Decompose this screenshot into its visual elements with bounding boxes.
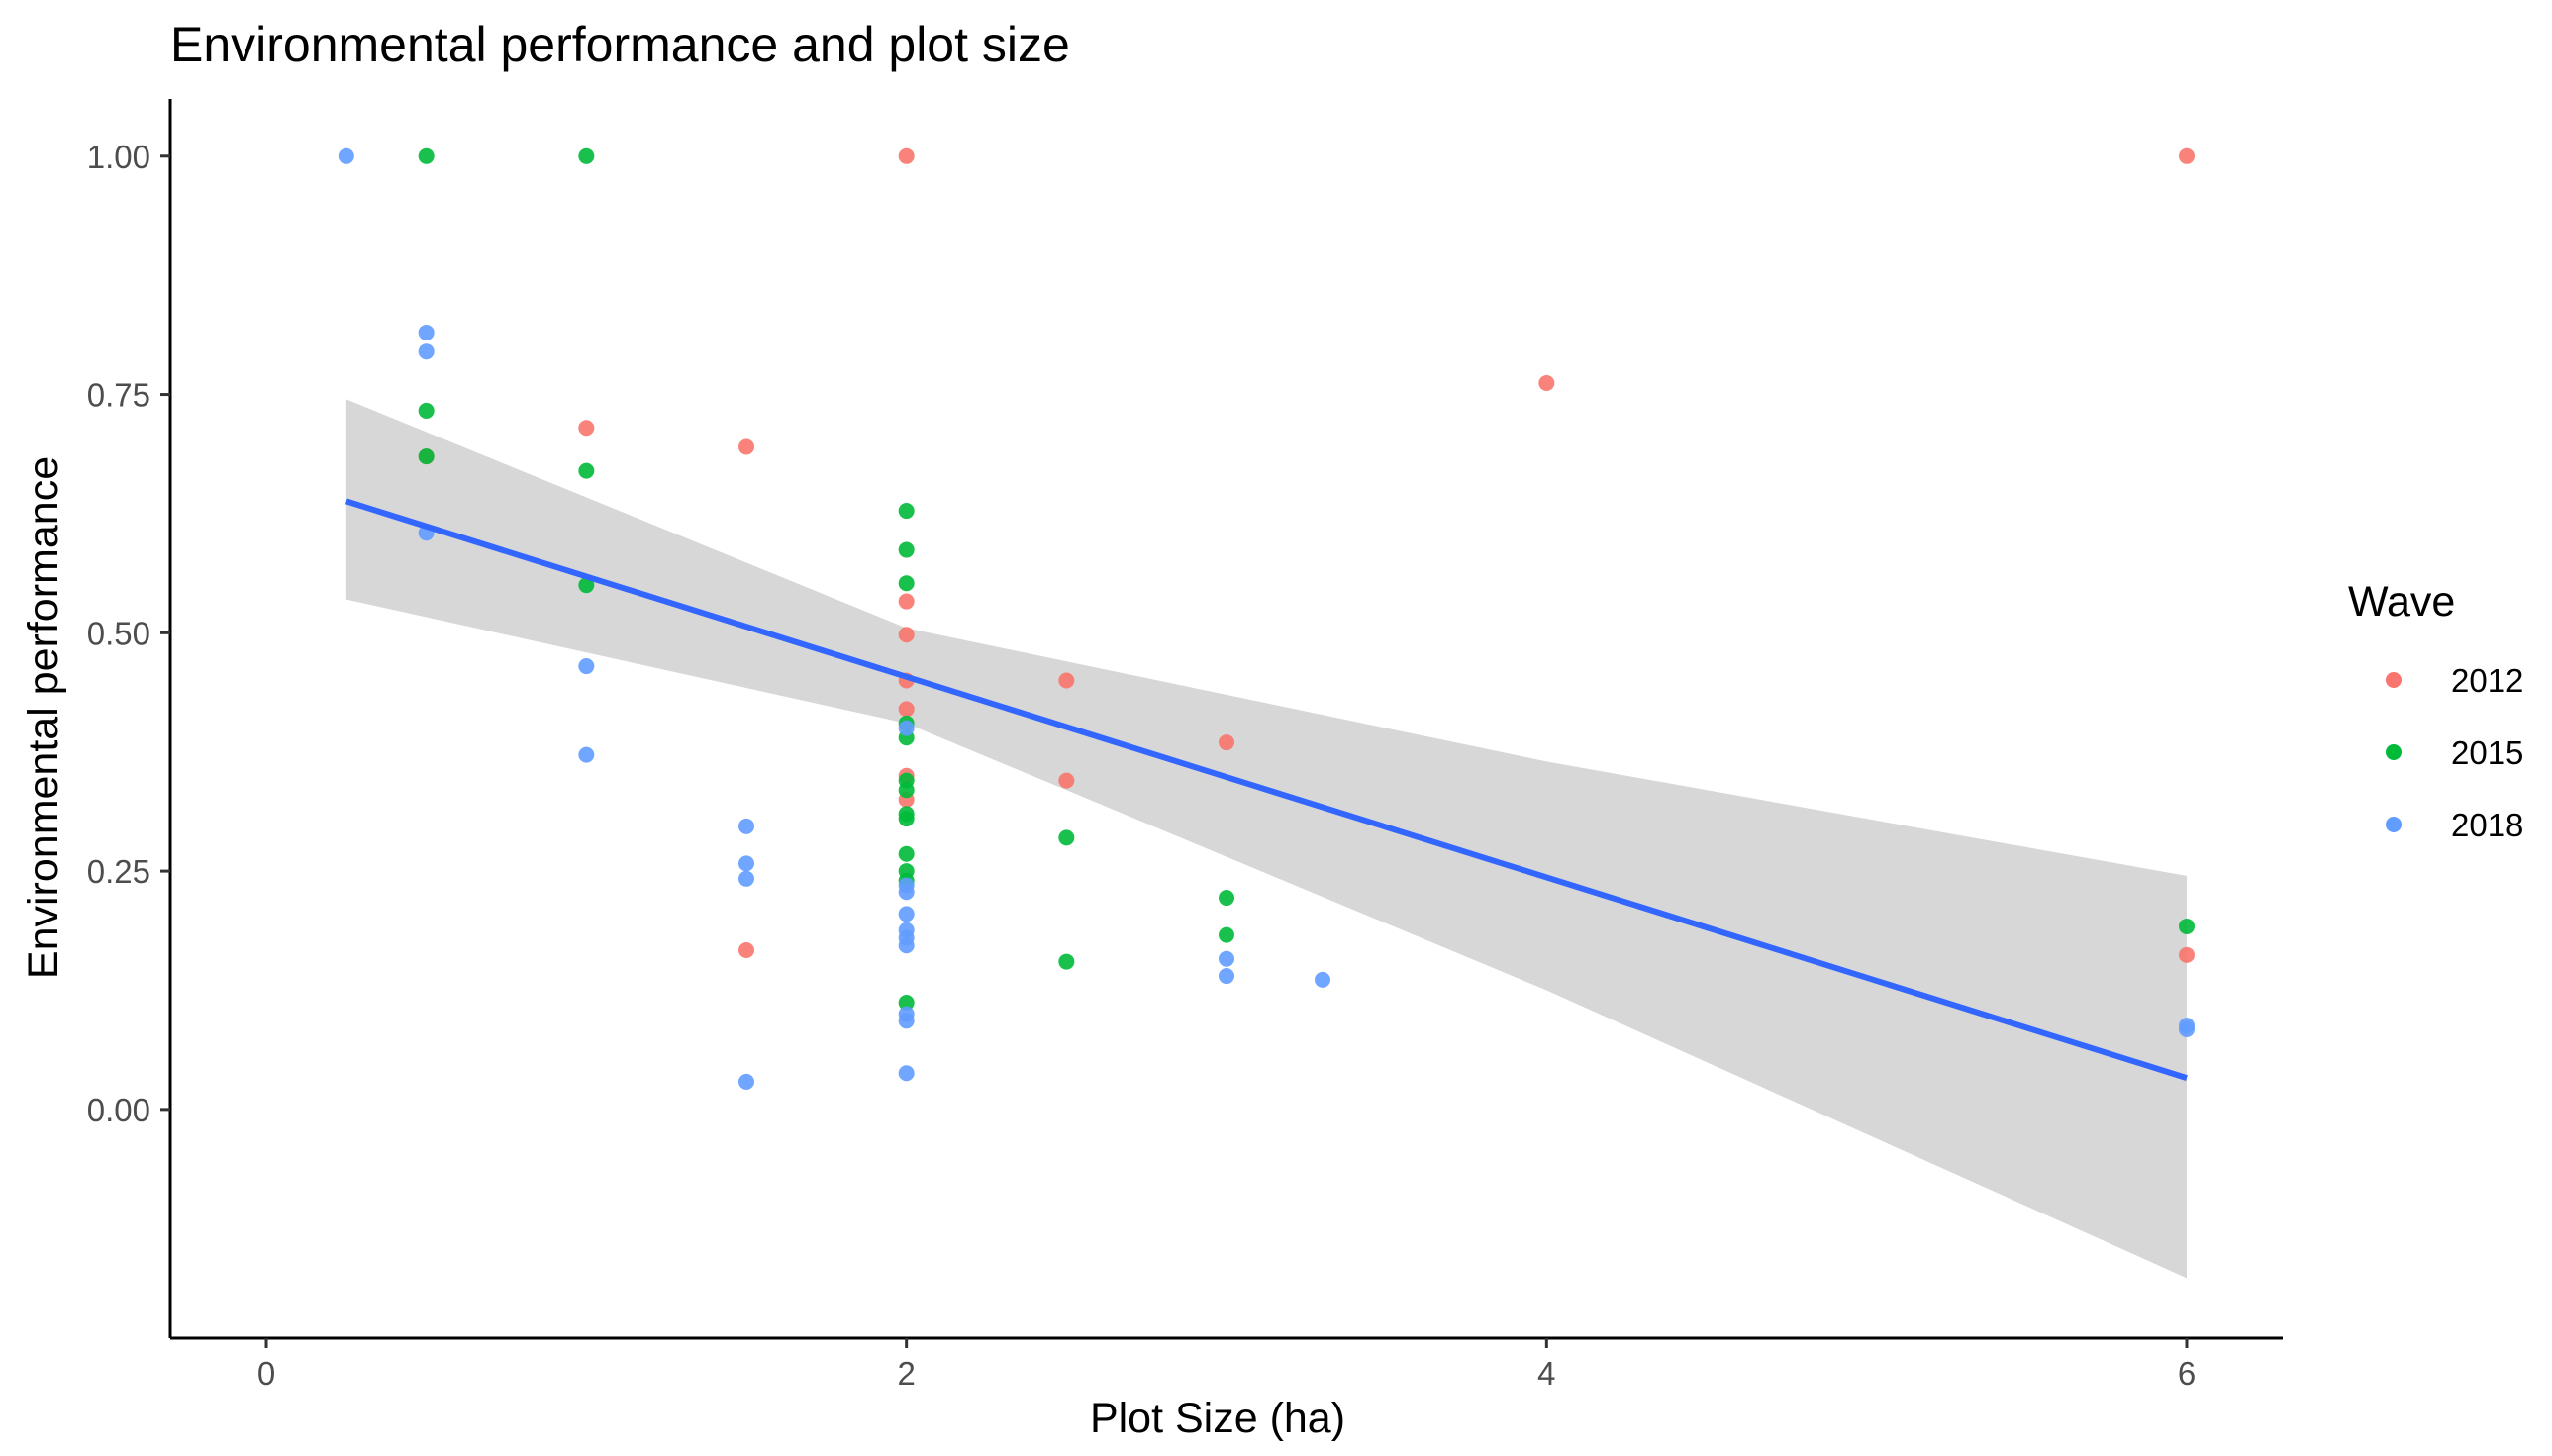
y-axis-title: Environmental performance	[20, 456, 67, 979]
data-point	[1058, 772, 1075, 789]
plot-area	[338, 147, 2195, 1279]
data-point	[578, 658, 595, 675]
data-point	[898, 720, 915, 736]
data-point	[738, 438, 754, 455]
x-tick-label: 2	[897, 1355, 915, 1392]
data-point	[738, 942, 754, 959]
data-point	[1219, 950, 1234, 967]
data-point	[898, 1065, 915, 1082]
data-point	[1058, 953, 1075, 970]
data-point	[2179, 147, 2195, 164]
x-tick-label: 4	[1537, 1355, 1555, 1392]
data-point	[898, 884, 915, 901]
legend-key	[2386, 672, 2402, 688]
data-point	[898, 575, 915, 592]
data-point	[898, 906, 915, 922]
y-tick-label: 0.75	[87, 377, 150, 414]
legend-label: 2015	[2451, 734, 2523, 771]
data-point	[578, 746, 595, 763]
data-point	[738, 855, 754, 872]
data-point	[1219, 968, 1234, 985]
chart-title: Environmental performance and plot size	[170, 17, 1070, 72]
data-point	[898, 593, 915, 610]
confidence-band	[345, 399, 2187, 1279]
data-point	[1219, 926, 1234, 943]
data-point	[418, 147, 435, 164]
legend-label: 2012	[2451, 662, 2523, 699]
data-point	[738, 818, 754, 834]
data-point	[2179, 946, 2195, 963]
data-point	[738, 1073, 754, 1090]
data-point	[418, 343, 435, 360]
x-axis-title: Plot Size (ha)	[1090, 1395, 1345, 1442]
y-tick-label: 0.25	[87, 853, 150, 890]
data-point	[418, 324, 435, 340]
data-point	[1219, 890, 1234, 907]
legend-key	[2386, 744, 2402, 760]
data-point	[578, 577, 595, 594]
y-tick-label: 0.50	[87, 615, 150, 651]
legend-key	[2386, 817, 2402, 832]
data-point	[1058, 672, 1075, 689]
legend-title: Wave	[2348, 578, 2455, 626]
data-point	[898, 782, 915, 799]
data-point	[1315, 971, 1330, 988]
data-point	[1058, 829, 1075, 846]
data-point	[898, 811, 915, 827]
legend-item: 2018	[2386, 807, 2523, 843]
data-point	[1538, 374, 1555, 391]
data-point	[2179, 1020, 2195, 1037]
data-point	[418, 448, 435, 465]
data-point	[898, 845, 915, 862]
legend-items: 2012 2015 2018	[2386, 662, 2523, 843]
data-point	[1219, 734, 1234, 751]
trend-line	[344, 498, 2188, 1081]
y-tick-label: 1.00	[87, 139, 150, 175]
data-point	[898, 541, 915, 558]
data-point	[898, 503, 915, 520]
series-2018	[338, 147, 2195, 1090]
data-points	[338, 147, 2195, 1090]
data-point	[338, 147, 354, 164]
data-point	[578, 147, 595, 164]
data-point	[898, 627, 915, 643]
data-point	[578, 462, 595, 479]
data-point	[578, 420, 595, 437]
data-point	[898, 994, 915, 1011]
data-point	[898, 701, 915, 718]
data-point	[898, 147, 915, 164]
data-point	[738, 870, 754, 887]
x-tick-label: 6	[2178, 1355, 2196, 1392]
data-point	[418, 402, 435, 419]
legend-item: 2012	[2386, 662, 2523, 699]
y-tick-label: 0.00	[87, 1092, 150, 1128]
legend: Wave 2012 2015 2018	[2348, 578, 2523, 843]
x-axis-ticks: 0 2 4 6	[257, 1338, 2196, 1392]
legend-label: 2018	[2451, 807, 2523, 843]
data-point	[2179, 918, 2195, 934]
x-tick-label: 0	[257, 1355, 275, 1392]
axes: 0.00 0.25 0.50 0.75 1.00 0 2 4 6	[87, 99, 2283, 1392]
y-axis-ticks: 0.00 0.25 0.50 0.75 1.00	[87, 139, 170, 1128]
data-point	[898, 1013, 915, 1029]
data-point	[898, 937, 915, 954]
legend-item: 2015	[2386, 734, 2523, 771]
